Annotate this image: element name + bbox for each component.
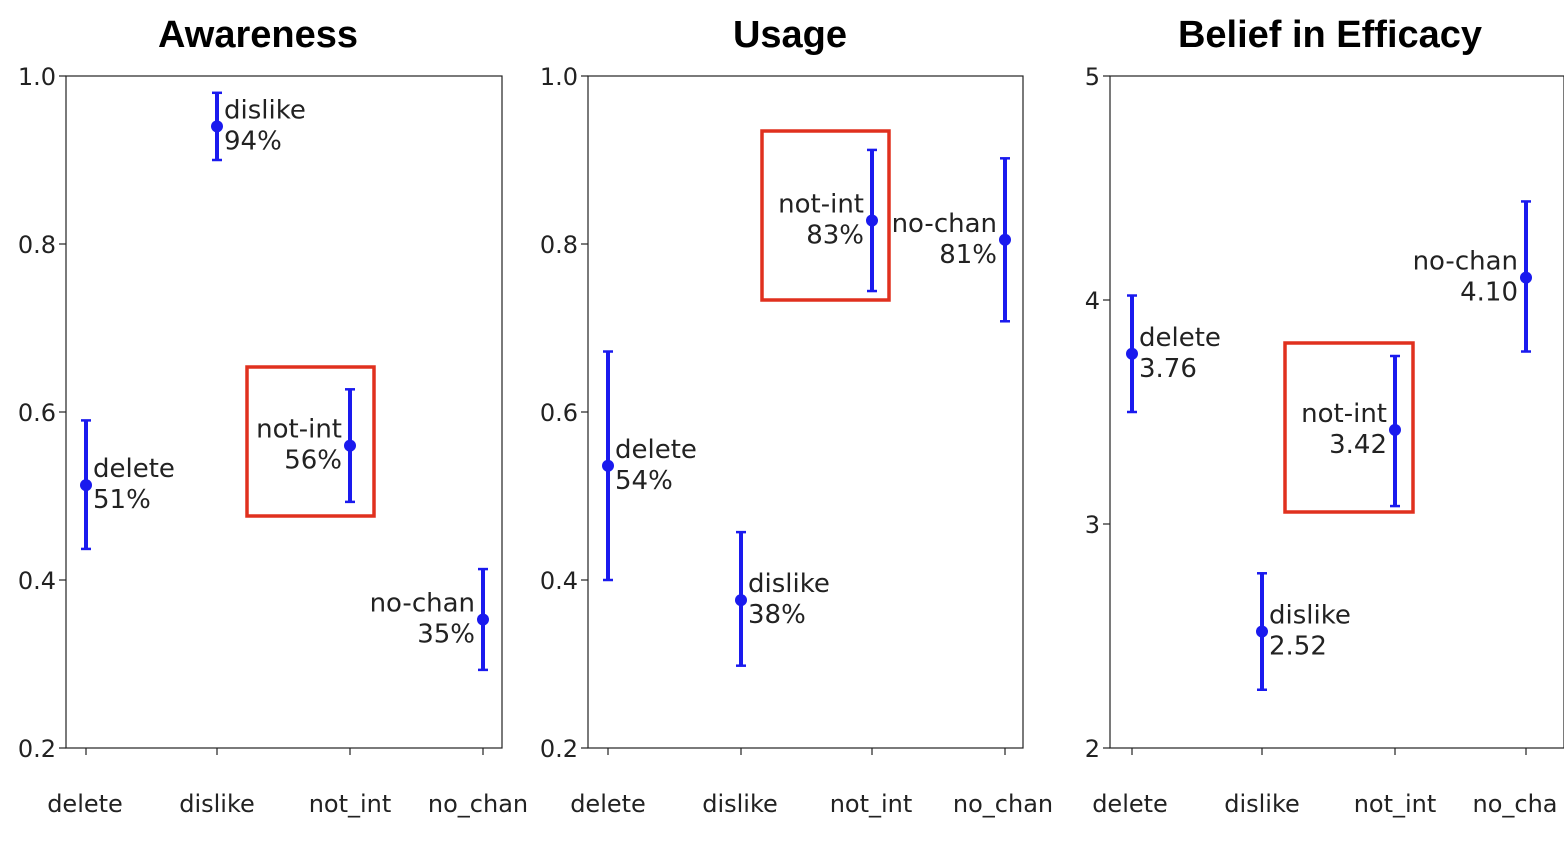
annotation-value: 56% bbox=[284, 446, 342, 476]
y-tick-label: 0.6 bbox=[540, 399, 578, 427]
annotation-value: 51% bbox=[93, 485, 151, 515]
annotation-value: 3.76 bbox=[1139, 354, 1197, 384]
data-point-no_chan bbox=[477, 613, 489, 626]
y-tick-label: 0.4 bbox=[540, 567, 578, 595]
y-tick-label: 1.0 bbox=[540, 63, 578, 91]
x-tick-label: delete bbox=[570, 790, 646, 818]
annotation-name: delete bbox=[615, 435, 697, 465]
chart-title: Usage bbox=[733, 14, 847, 56]
annotation-name: dislike bbox=[748, 569, 830, 599]
data-point-dislike bbox=[211, 120, 223, 133]
chart-panel-3: Belief in Efficacy 2 3 4 5 delete dislike not_i… bbox=[1085, 14, 1564, 818]
data-point-dislike bbox=[1256, 625, 1268, 638]
y-tick-label: 0.2 bbox=[540, 735, 578, 763]
annotation-value: 35% bbox=[417, 619, 475, 649]
y-tick-label: 0.4 bbox=[18, 567, 56, 595]
x-tick-label: dislike bbox=[179, 790, 255, 818]
annotation-value: 3.42 bbox=[1329, 430, 1387, 460]
plot-frame bbox=[587, 75, 1024, 749]
y-tick-label: 0.2 bbox=[18, 735, 56, 763]
annotation-value: 94% bbox=[224, 126, 282, 156]
annotation-value: 83% bbox=[806, 220, 864, 250]
x-tick-label: not_int bbox=[309, 790, 392, 818]
x-tick-label: no_cha bbox=[1472, 790, 1557, 818]
data-point-delete bbox=[80, 479, 92, 492]
x-tick-label: no_chan bbox=[428, 790, 528, 818]
annotation-value: 4.10 bbox=[1460, 278, 1518, 308]
annotation-name: dislike bbox=[1269, 601, 1351, 631]
plot-frame bbox=[1109, 75, 1564, 749]
annotation-name: delete bbox=[1139, 323, 1221, 353]
x-tick-label: not_int bbox=[830, 790, 913, 818]
y-tick-label: 0.8 bbox=[540, 231, 578, 259]
data-point-no_chan bbox=[999, 233, 1011, 246]
y-tick-label: 3 bbox=[1085, 511, 1100, 539]
highlight-box bbox=[245, 365, 376, 518]
chart-panel-1: Awareness 0.2 0.4 0.6 0.8 1.0 delete dislike not… bbox=[18, 14, 528, 818]
x-tick-label: dislike bbox=[702, 790, 778, 818]
data-point-delete bbox=[602, 459, 614, 472]
annotation-name: not-int bbox=[256, 415, 342, 445]
chart-title: Awareness bbox=[158, 14, 358, 56]
annotation-value: 2.52 bbox=[1269, 632, 1327, 662]
y-tick-label: 4 bbox=[1085, 287, 1100, 315]
y-tick-label: 5 bbox=[1085, 63, 1100, 91]
x-tick-label: delete bbox=[47, 790, 123, 818]
x-tick-label: dislike bbox=[1224, 790, 1300, 818]
annotation-value: 54% bbox=[615, 466, 673, 496]
chart-panel-2: Usage 0.2 0.4 0.6 0.8 1.0 delete dislike not_int… bbox=[540, 14, 1053, 818]
y-tick-label: 0.6 bbox=[18, 399, 56, 427]
data-point-delete bbox=[1126, 347, 1138, 360]
annotation-name: not-int bbox=[778, 189, 864, 219]
highlight-box bbox=[760, 129, 891, 302]
data-point-dislike bbox=[735, 594, 747, 607]
annotation-name: dislike bbox=[224, 95, 306, 125]
data-point-no_chan bbox=[1520, 271, 1532, 284]
y-tick-label: 0.8 bbox=[18, 231, 56, 259]
annotation-name: no-chan bbox=[1413, 247, 1518, 277]
data-point-not_int bbox=[344, 439, 356, 452]
annotation-name: not-int bbox=[1301, 399, 1387, 429]
data-point-not_int bbox=[866, 214, 878, 227]
x-tick-label: delete bbox=[1092, 790, 1168, 818]
x-tick-label: not_int bbox=[1354, 790, 1437, 818]
annotation-name: no-chan bbox=[892, 209, 997, 239]
chart-title: Belief in Efficacy bbox=[1178, 14, 1482, 56]
highlight-box bbox=[1283, 341, 1415, 514]
annotation-name: delete bbox=[93, 454, 175, 484]
annotation-name: no-chan bbox=[370, 588, 475, 618]
x-tick-label: no_chan bbox=[953, 790, 1053, 818]
y-tick-label: 2 bbox=[1085, 735, 1100, 763]
annotation-value: 81% bbox=[939, 240, 997, 270]
annotation-value: 38% bbox=[748, 600, 806, 630]
y-tick-label: 1.0 bbox=[18, 63, 56, 91]
data-point-not_int bbox=[1389, 423, 1401, 436]
